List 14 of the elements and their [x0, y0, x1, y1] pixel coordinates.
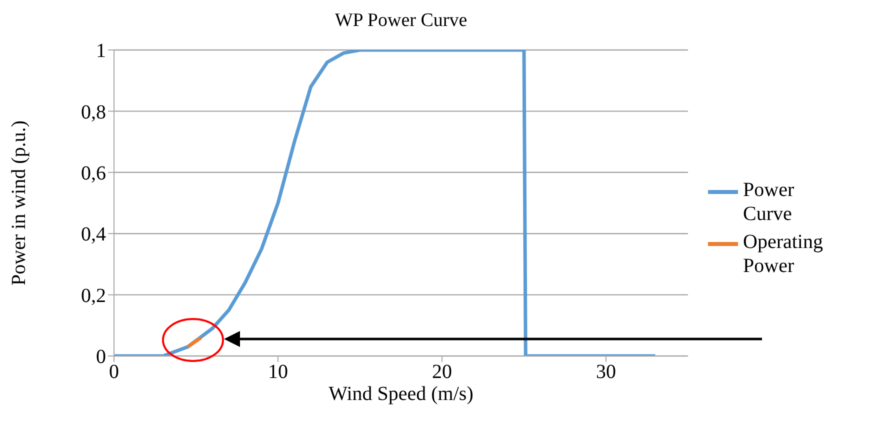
y-tick-label: 0 — [96, 346, 106, 368]
y-axis-title: Power in wind (p.u.) — [8, 120, 30, 286]
x-tick-label: 20 — [432, 361, 452, 384]
y-tick-label: 0,6 — [81, 162, 106, 184]
x-tick-label: 30 — [596, 361, 616, 384]
x-axis-title: Wind Speed (m/s) — [328, 383, 474, 405]
legend-label: Operating Power — [743, 230, 824, 278]
x-tick-label: 10 — [268, 361, 288, 384]
chart-title: WP Power Curve — [334, 10, 468, 32]
legend-label: Power Curve — [743, 178, 796, 226]
y-tick-label: 0,8 — [81, 101, 106, 124]
y-tick-label: 0,4 — [81, 224, 106, 246]
y-tick-label: 0,2 — [81, 284, 106, 307]
y-tick-label: 1 — [96, 40, 106, 62]
